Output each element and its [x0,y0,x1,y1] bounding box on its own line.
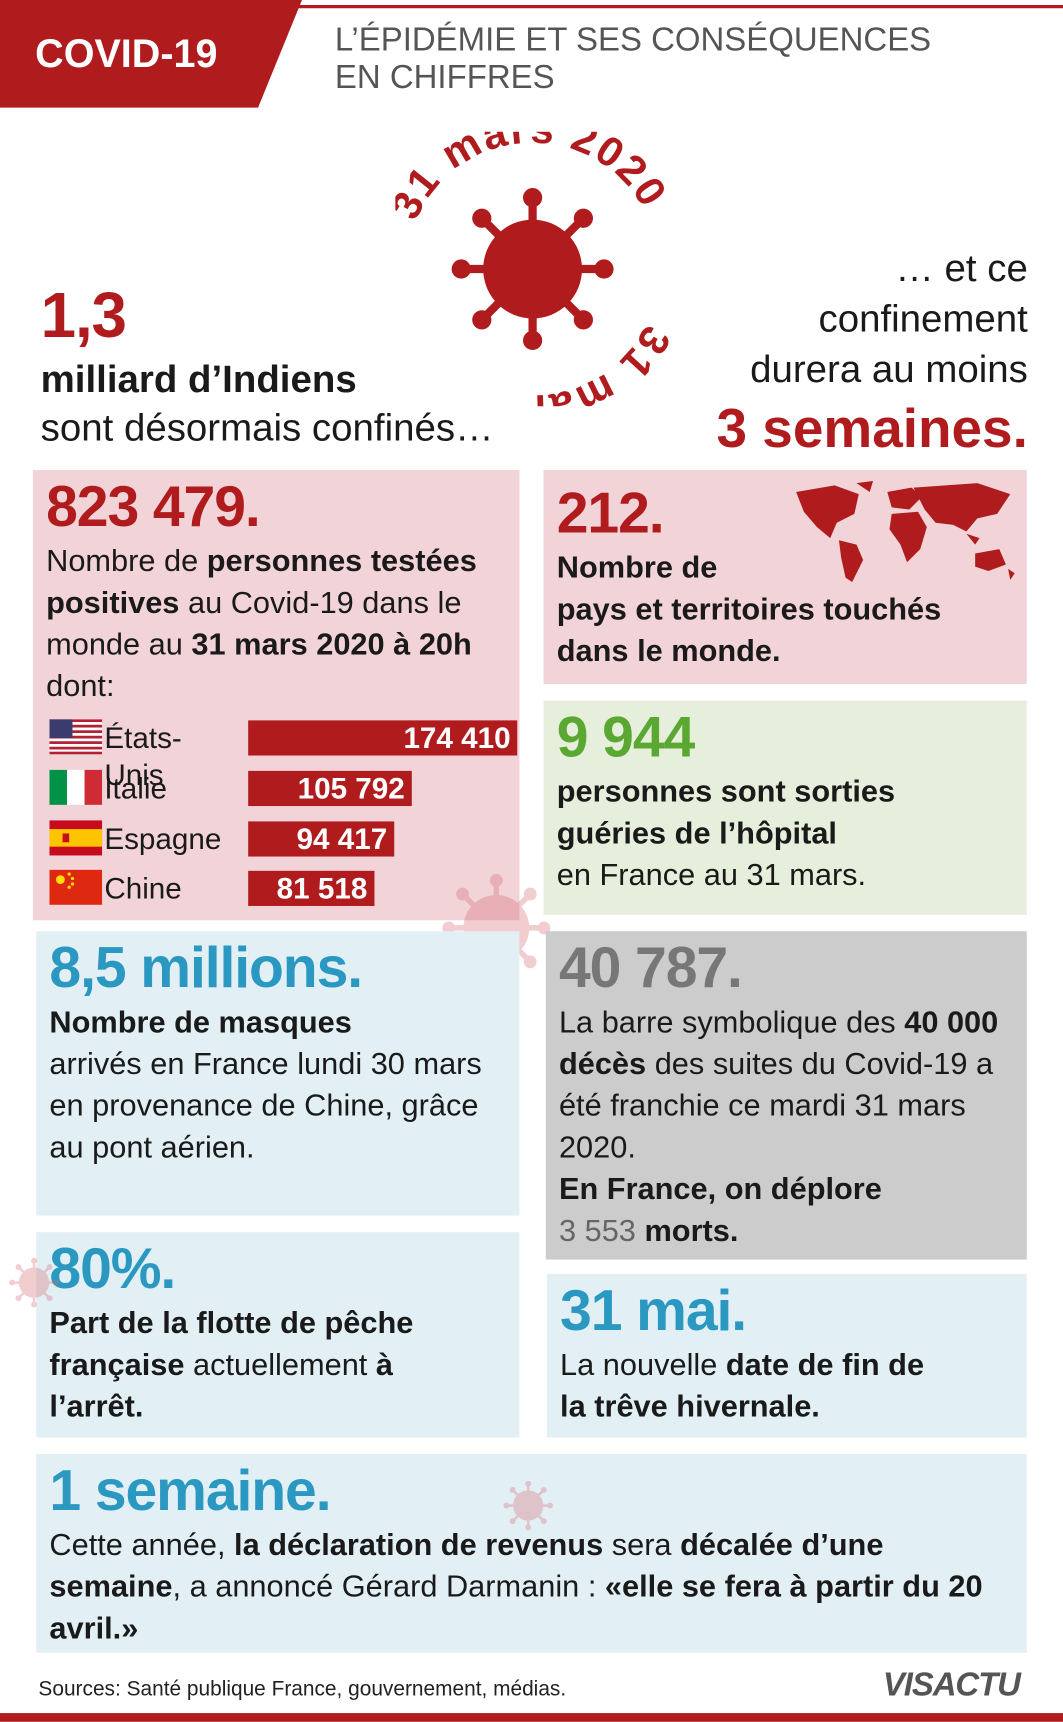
duration-highlight: 3 semaines. [716,397,1028,460]
text: sera [603,1527,681,1562]
virus-decoration [502,1480,554,1531]
text: en France au 31 mars. [556,857,867,892]
territories-box: 212. Nombre de pays et territoires touch… [543,470,1027,685]
header-shape [0,0,1063,108]
text: arrivés en France lundi 30 mars en prove… [49,1046,482,1165]
cases-text: Nombre de personnes testées positives au… [46,540,507,707]
stamp: 31 mars 2020 31 mars 2020 [395,132,670,407]
tax-box: 1 semaine. Cette année, la déclaration d… [36,1453,1027,1653]
text-line: dans le monde. [556,633,781,668]
text-bold: 40 000 décès [558,1004,999,1081]
text: Cette année, [49,1527,235,1562]
duration-line: durera au moins [750,348,1028,391]
tax-number: 1 semaine. [49,1459,331,1524]
winter-box: 31 mai. La nouvelle date de fin de la tr… [546,1273,1027,1438]
duration-text: … et ce confinement durera au moins 3 se… [717,244,1028,461]
header-title: L’ÉPIDÉMIE ET SES CONSÉQUENCES EN CHIFFR… [335,22,931,97]
text-bold: 31 mars 2020 à 20h [191,627,472,662]
territories-text: Nombre de pays et territoires touchés da… [557,547,1014,672]
cases-box: 823 479. Nombre de personnes testées pos… [32,470,520,921]
bar: 94 417 [248,821,394,857]
country-row: Chine [49,869,182,907]
logo: VISACTU [882,1666,1021,1704]
text-bold: la déclaration de revenus [234,1527,604,1562]
text-bold: à l’arrêt. [49,1347,393,1424]
deaths-text: La barre symbolique des 40 000 décès des… [559,1002,1020,1252]
bar: 174 410 [248,720,518,756]
winter-number: 31 mai. [560,1279,747,1344]
text-bold: En France, on déplore [558,1171,882,1206]
header-title-line: L’ÉPIDÉMIE ET SES CONSÉQUENCES [334,21,932,59]
text-bold: morts. [635,1213,739,1248]
text: des suites du Covid-19 a été franchie ce… [558,1046,994,1165]
duration-line: confinement [818,297,1028,341]
india-text: milliard d’Indiens sont désormais confin… [41,356,494,453]
india-line: milliard d’Indiens [40,357,357,401]
country-name: États-Unis [104,721,182,792]
country-name: Espagne [104,822,222,856]
winter-text: La nouvelle date de fin de la trêve hive… [560,1344,955,1427]
sources: Sources: Santé publique France, gouverne… [38,1677,567,1702]
fishing-box: 80%. Part de la flotte de pêche français… [36,1232,520,1438]
territories-number: 212. [556,482,665,546]
bar: 81 518 [248,870,374,906]
country-row: États-Unis [49,719,182,792]
header-tag: COVID-19 [35,30,218,76]
text-highlight: 3 553 [558,1213,636,1248]
recovered-text: personnes sont sorties guéries de l’hôpi… [557,771,952,896]
text: actuellement [184,1347,376,1382]
tax-text: Cette année, la déclaration de revenus s… [49,1524,1015,1649]
deaths-number: 40 787. [558,936,743,1001]
cases-number: 823 479. [46,475,261,540]
bar-value-label: 174 410 [403,721,511,755]
footer-line [0,1713,1063,1722]
masks-text: Nombre de masques arrivés en France lundi… [49,1002,488,1169]
deaths-box: 40 787. La barre symbolique des 40 000 d… [545,931,1027,1260]
text-bold: décalée d’une semaine [49,1527,884,1604]
text-bold: personnes sont sorties guéries de l’hôpi… [556,774,896,850]
fishing-number: 80%. [49,1237,176,1302]
recovered-number: 9 944 [556,706,696,770]
text: La nouvelle [560,1347,726,1382]
flag-cn [49,869,103,905]
bar-value-label: 105 792 [297,771,405,805]
text: La barre symbolique des [558,1004,905,1039]
world-map [796,480,1015,583]
country-row: Espagne [49,820,221,857]
text: Nombre de [46,543,207,578]
text-bold: Nombre de masques [49,1004,352,1039]
text-line: Nombre de [556,550,718,585]
text: , a annoncé Gérard Darmanin : [172,1569,605,1604]
country-name: Italie [104,771,167,805]
bar-value-label: 81 518 [276,871,368,905]
flag-it [49,769,103,805]
masks-box: 8,5 millions. Nombre de masques arrivés e… [36,931,520,1216]
text: au Covid-19 dans le monde au [46,585,462,662]
recovered-box: 9 944 personnes sont sorties guéries de … [543,700,1027,915]
text-bold: Part de la flotte de pêche française [49,1305,414,1382]
virus-decoration [8,1257,60,1308]
india-number: 1,3 [40,280,127,352]
flag-us [49,719,103,755]
text-line: pays et territoires touchés [556,591,942,626]
masks-number: 8,5 millions. [49,936,363,1001]
country-name: Chine [104,871,182,905]
text: dont: [46,668,115,703]
text-bold: personnes testées positives [46,543,477,620]
text-bold: date de fin de la trêve hivernale. [560,1347,925,1424]
duration-line: … et ce [895,247,1028,290]
text-bold: «elle se fera à partir du 20 avril.» [49,1569,983,1646]
bar: 105 792 [248,770,412,807]
country-row: Italie [49,769,167,807]
header-title-line: EN CHIFFRES [334,59,555,96]
fishing-text: Part de la flotte de pêche française act… [49,1302,488,1427]
flag-es [49,820,103,856]
bar-value-label: 94 417 [296,822,388,856]
india-line: sont désormais confinés… [40,406,494,450]
